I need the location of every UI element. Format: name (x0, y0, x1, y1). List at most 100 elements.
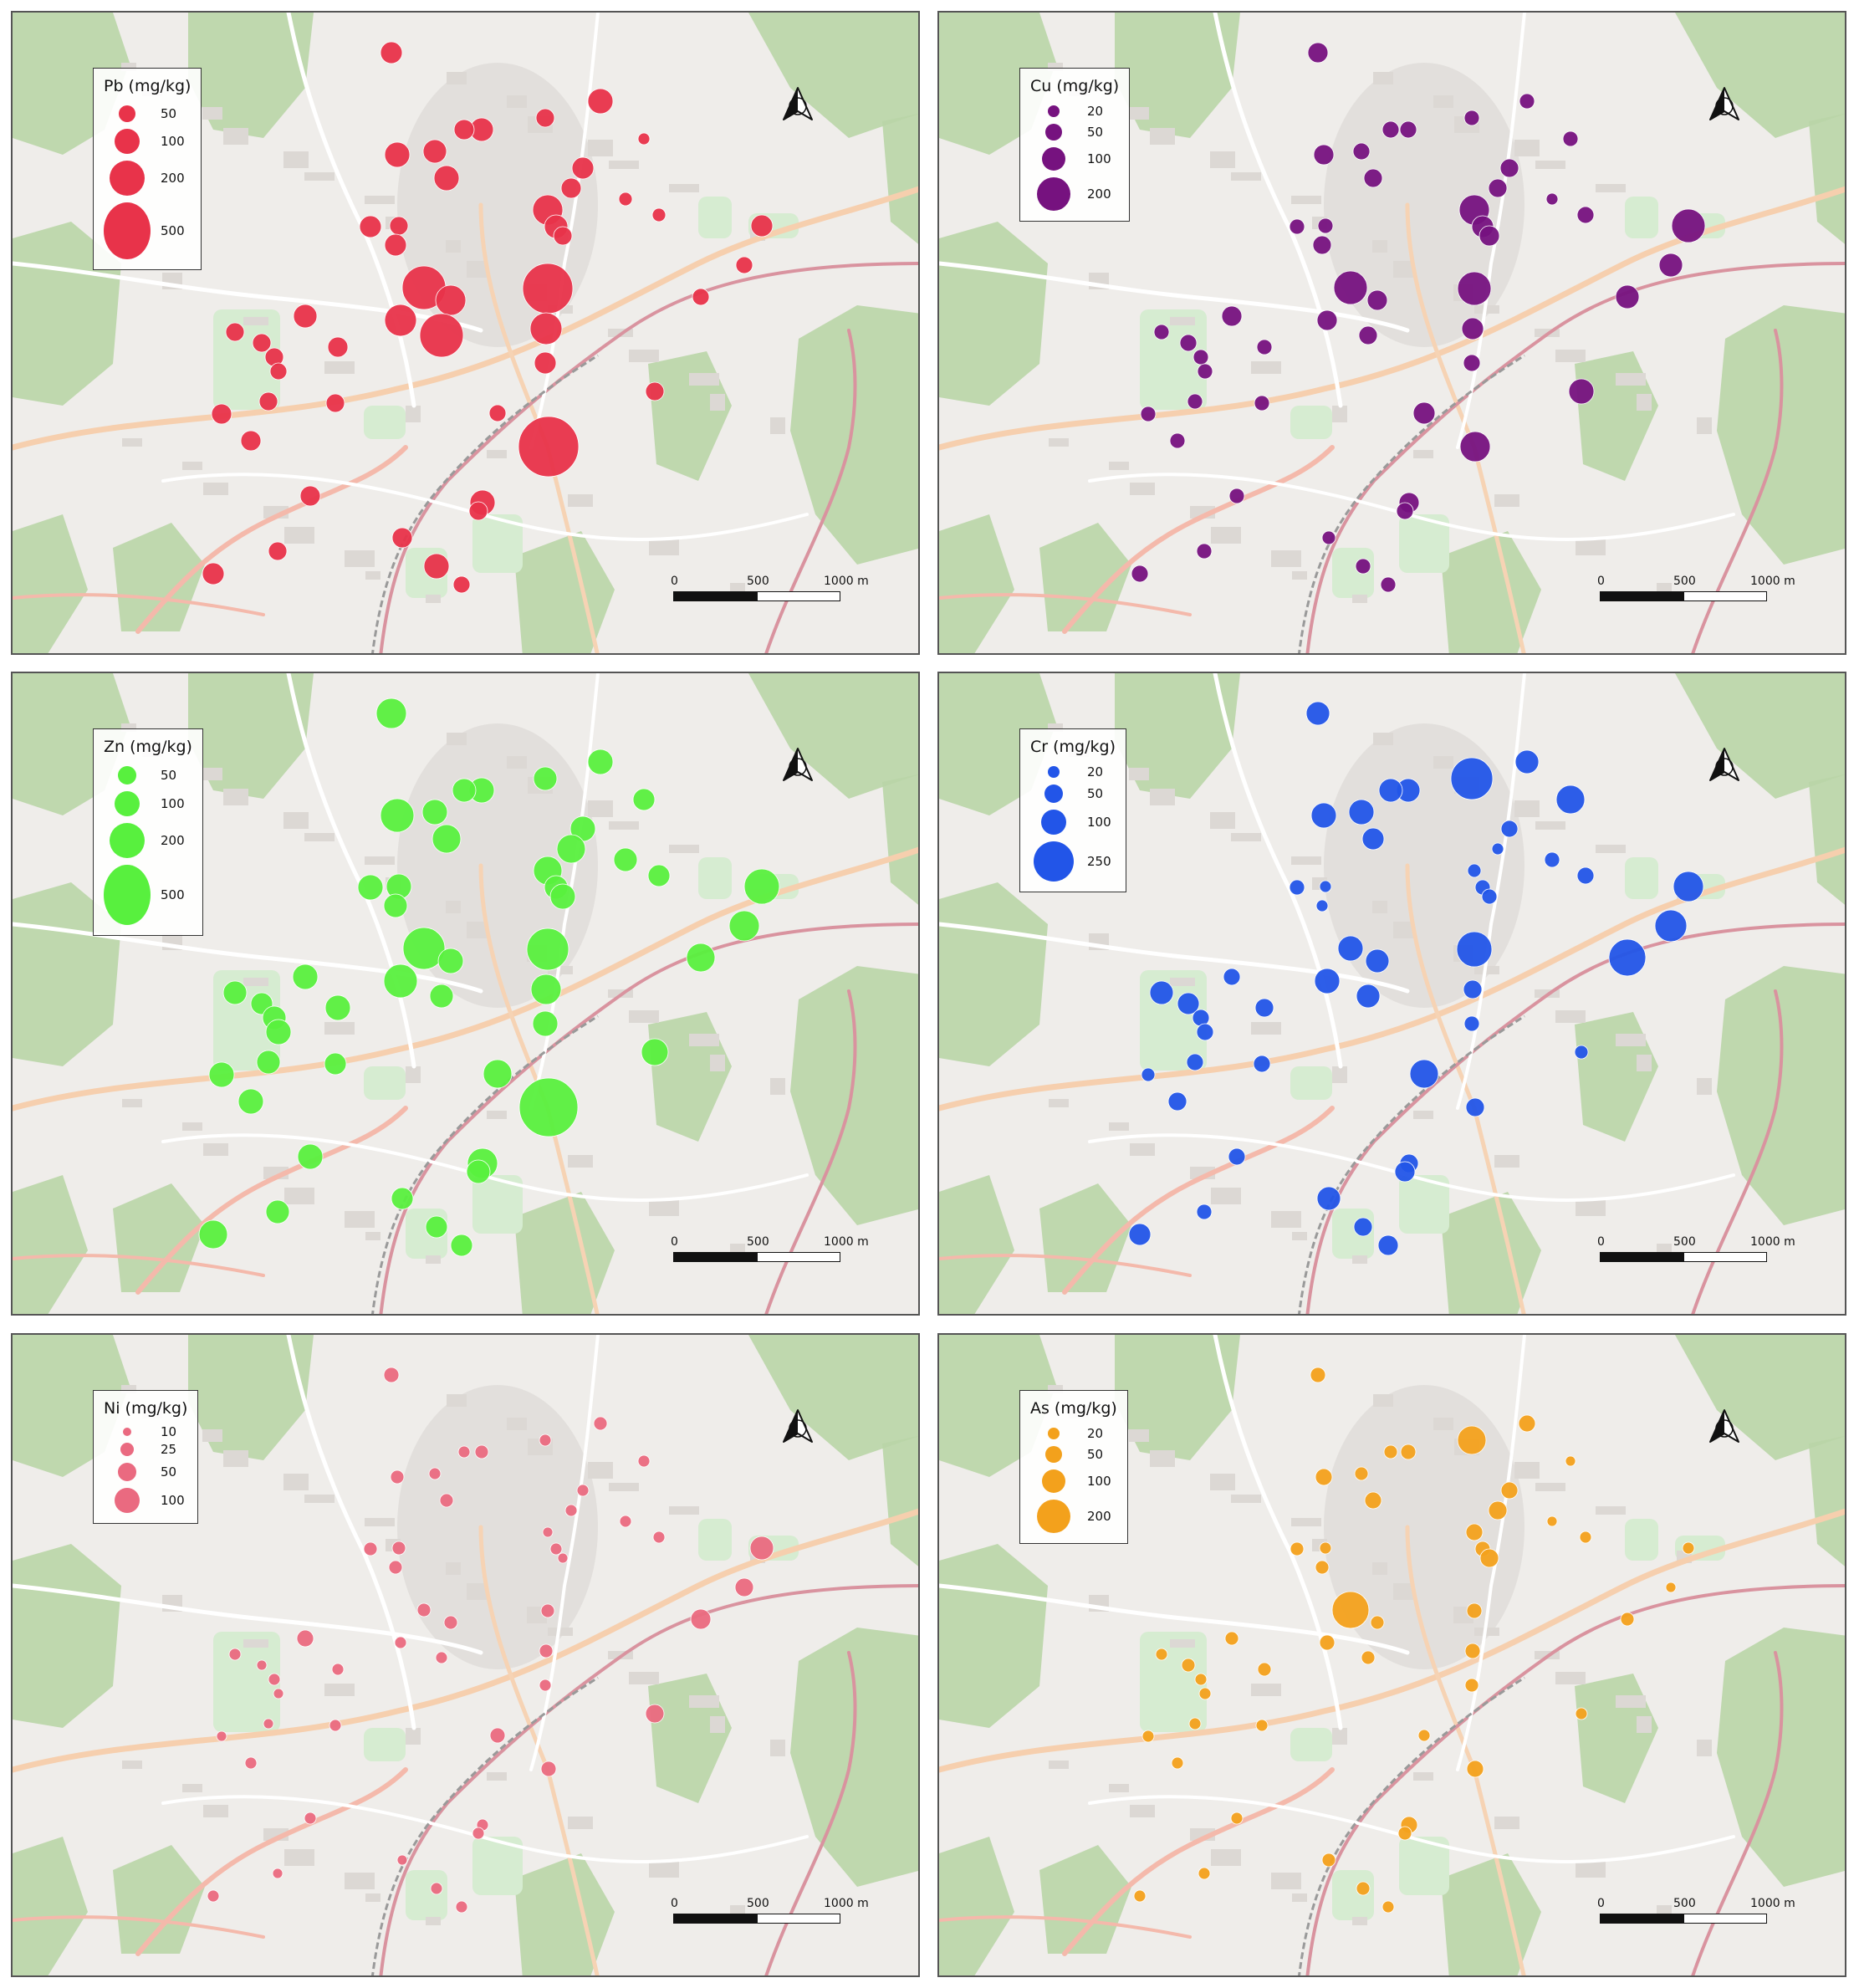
sample-point-45[interactable] (391, 527, 413, 549)
sample-point-21[interactable] (1337, 935, 1364, 962)
sample-point-37[interactable] (325, 393, 345, 413)
sample-point-22[interactable] (1370, 1615, 1385, 1630)
sample-point-11[interactable] (619, 1515, 632, 1528)
sample-point-3[interactable] (632, 788, 656, 811)
sample-point-28[interactable] (1620, 1612, 1635, 1627)
sample-point-32[interactable] (331, 1663, 345, 1676)
sample-point-39[interactable] (1409, 1059, 1439, 1089)
sample-point-12[interactable] (542, 1526, 554, 1538)
sample-point-7[interactable] (1352, 142, 1371, 161)
sample-point-30[interactable] (1177, 992, 1200, 1015)
sample-point-14[interactable] (1576, 866, 1595, 885)
sample-point-19[interactable] (1479, 225, 1500, 247)
sample-point-27[interactable] (539, 1643, 554, 1658)
sample-point-39[interactable] (483, 1059, 513, 1089)
sample-point-29[interactable] (222, 980, 248, 1005)
sample-point-27[interactable] (530, 974, 562, 1005)
sample-point-42[interactable] (1228, 488, 1245, 504)
sample-point-46[interactable] (1353, 1217, 1373, 1237)
sample-point-33[interactable] (269, 362, 288, 381)
sample-point-32[interactable] (327, 336, 349, 358)
sample-point-35[interactable] (645, 381, 665, 401)
sample-point-47[interactable] (1131, 565, 1149, 583)
sample-point-47[interactable] (1133, 1889, 1147, 1903)
sample-point-13[interactable] (549, 1542, 563, 1556)
sample-point-23[interactable] (1457, 271, 1492, 306)
sample-point-17[interactable] (384, 233, 407, 257)
sample-point-41[interactable] (1466, 1760, 1484, 1778)
sample-point-20[interactable] (728, 910, 760, 942)
sample-point-3[interactable] (1555, 784, 1586, 815)
sample-point-34[interactable] (539, 1679, 552, 1692)
sample-point-28[interactable] (686, 943, 716, 973)
sample-point-45[interactable] (1321, 530, 1336, 545)
sample-point-9[interactable] (576, 1484, 590, 1497)
sample-point-37[interactable] (1254, 395, 1270, 411)
sample-point-8[interactable] (432, 824, 462, 854)
sample-point-9[interactable] (1500, 1481, 1519, 1500)
sample-point-6[interactable] (1310, 802, 1337, 829)
sample-point-16[interactable] (1319, 1541, 1332, 1555)
sample-point-25[interactable] (1356, 984, 1381, 1009)
sample-point-33[interactable] (265, 1019, 292, 1045)
sample-point-24[interactable] (1314, 968, 1341, 994)
sample-point-32[interactable] (1257, 1662, 1272, 1677)
sample-point-1[interactable] (587, 88, 614, 115)
sample-point-46[interactable] (430, 1882, 443, 1895)
sample-point-49[interactable] (452, 575, 471, 594)
sample-point-18[interactable] (750, 214, 774, 238)
sample-point-7[interactable] (428, 1467, 442, 1480)
sample-point-39[interactable] (1412, 401, 1436, 425)
sample-point-2[interactable] (1457, 1425, 1487, 1455)
sample-point-33[interactable] (1198, 1687, 1212, 1700)
sample-point-33[interactable] (273, 1688, 284, 1699)
sample-point-0[interactable] (1307, 42, 1329, 64)
sample-point-0[interactable] (1305, 701, 1330, 726)
sample-point-41[interactable] (1459, 431, 1491, 463)
sample-point-10[interactable] (1491, 842, 1504, 856)
sample-point-18[interactable] (743, 868, 780, 905)
sample-point-22[interactable] (443, 1615, 458, 1630)
sample-point-7[interactable] (1348, 799, 1375, 825)
sample-point-30[interactable] (1181, 1658, 1196, 1673)
sample-point-18[interactable] (1671, 208, 1706, 243)
sample-point-14[interactable] (1579, 1531, 1592, 1544)
sample-point-22[interactable] (437, 948, 464, 974)
sample-point-45[interactable] (1321, 1853, 1336, 1868)
sample-point-18[interactable] (1682, 1541, 1695, 1555)
sample-point-19[interactable] (553, 226, 573, 246)
sample-point-34[interactable] (532, 1010, 559, 1037)
sample-point-4[interactable] (1400, 1444, 1417, 1460)
sample-point-49[interactable] (1381, 1900, 1395, 1914)
sample-point-20[interactable] (1658, 253, 1683, 278)
sample-point-42[interactable] (299, 485, 321, 507)
sample-point-17[interactable] (1315, 1560, 1330, 1575)
sample-point-47[interactable] (202, 562, 225, 585)
sample-point-26[interactable] (296, 1629, 314, 1648)
sample-point-39[interactable] (1417, 1729, 1431, 1742)
sample-point-17[interactable] (1315, 899, 1329, 912)
sample-point-28[interactable] (1608, 938, 1647, 977)
sample-point-41[interactable] (518, 1077, 579, 1137)
sample-point-28[interactable] (1615, 284, 1640, 309)
sample-point-22[interactable] (1366, 289, 1388, 311)
sample-point-5[interactable] (452, 778, 477, 803)
sample-point-10[interactable] (1488, 1500, 1508, 1520)
sample-point-37[interactable] (1255, 1719, 1269, 1732)
sample-point-49[interactable] (1380, 576, 1397, 593)
sample-point-25[interactable] (1358, 325, 1378, 345)
sample-point-17[interactable] (383, 893, 408, 918)
sample-point-10[interactable] (556, 834, 586, 864)
sample-point-0[interactable] (375, 698, 407, 729)
sample-point-8[interactable] (1361, 827, 1385, 851)
sample-point-29[interactable] (1149, 980, 1174, 1005)
sample-point-49[interactable] (450, 1234, 473, 1257)
sample-point-47[interactable] (1128, 1223, 1152, 1246)
sample-point-34[interactable] (1463, 354, 1481, 372)
sample-point-7[interactable] (1354, 1466, 1369, 1481)
sample-point-19[interactable] (557, 1552, 569, 1564)
sample-point-5[interactable] (453, 119, 475, 141)
sample-point-30[interactable] (256, 1659, 268, 1671)
sample-point-35[interactable] (645, 1704, 665, 1724)
sample-point-41[interactable] (518, 416, 580, 478)
